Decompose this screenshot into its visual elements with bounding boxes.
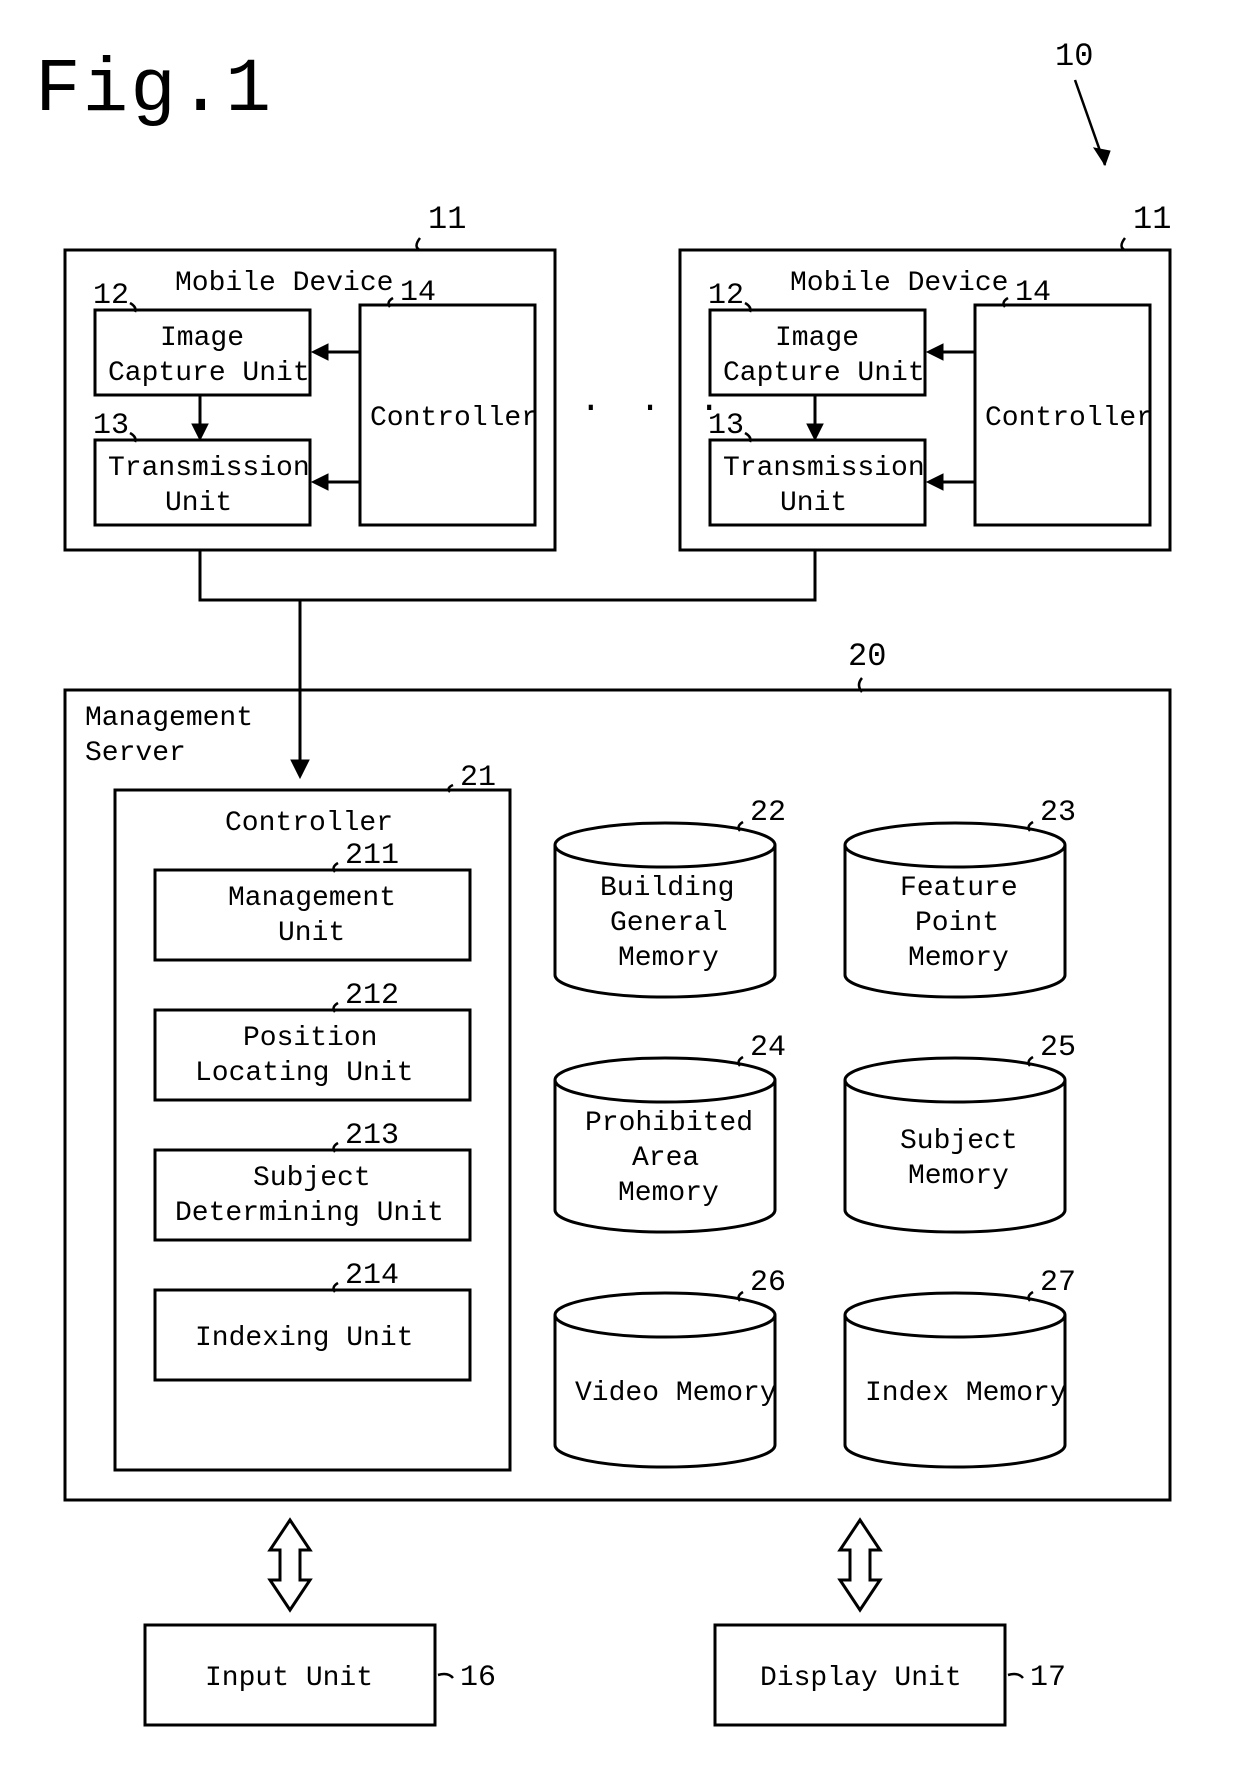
double-arrow-left	[270, 1520, 310, 1610]
db-building-l3: Memory	[618, 943, 719, 974]
ref-db-video: 26	[750, 1266, 786, 1300]
controller-mobile-label: Controller	[370, 403, 538, 434]
db-subject-l2: Memory	[908, 1161, 1009, 1192]
db-video-label: Video Memory	[575, 1378, 777, 1409]
db-prohibited-l2: Area	[632, 1143, 699, 1174]
db-subject: Subject Memory 25	[845, 1031, 1076, 1232]
db-building: Building General Memory 22	[555, 796, 786, 997]
position-locating-l1: Position	[243, 1023, 377, 1054]
db-feature-l1: Feature	[900, 873, 1018, 904]
management-server: Management Server 20 Controller 21 Manag…	[65, 638, 1170, 1500]
ref-transmission-right: 13	[708, 409, 744, 443]
db-prohibited: Prohibited Area Memory 24	[555, 1031, 786, 1232]
ref-image-capture-right: 12	[708, 279, 744, 313]
transmission-l1: Transmission	[108, 453, 310, 484]
ref-srv-controller: 21	[460, 761, 496, 795]
display-unit-label: Display Unit	[760, 1663, 962, 1694]
image-capture-l1: Image	[160, 323, 244, 354]
db-feature-l3: Memory	[908, 943, 1009, 974]
figure-label: Fig.1	[35, 47, 273, 133]
ellipsis: . . .	[580, 380, 728, 421]
ref-db-feature: 23	[1040, 796, 1076, 830]
ref-transmission-left: 13	[93, 409, 129, 443]
ref-db-prohibited: 24	[750, 1031, 786, 1065]
db-feature: Feature Point Memory 23	[845, 796, 1076, 997]
ref-controller-right: 14	[1015, 276, 1051, 310]
db-prohibited-l1: Prohibited	[585, 1108, 753, 1139]
transmission-l2: Unit	[165, 488, 232, 519]
ref-db-subject: 25	[1040, 1031, 1076, 1065]
ref-system: 10	[1055, 38, 1093, 75]
transmission-r-l2: Unit	[780, 488, 847, 519]
db-building-l1: Building	[600, 873, 734, 904]
ref-mobile-left: 11	[428, 201, 466, 238]
ref-mobile-right: 11	[1133, 201, 1171, 238]
double-arrow-right	[840, 1520, 880, 1610]
db-prohibited-l3: Memory	[618, 1178, 719, 1209]
ref-db-index: 27	[1040, 1266, 1076, 1300]
db-subject-l1: Subject	[900, 1126, 1018, 1157]
controller-mobile-r-label: Controller	[985, 403, 1153, 434]
ref-image-capture-left: 12	[93, 279, 129, 313]
srv-controller-label: Controller	[225, 808, 393, 839]
mobile-device-label-r: Mobile Device	[790, 268, 1008, 299]
ref-db-building: 22	[750, 796, 786, 830]
image-capture-r-l2: Capture Unit	[723, 358, 925, 389]
mgmt-server-l2: Server	[85, 738, 186, 769]
input-unit-label: Input Unit	[205, 1663, 373, 1694]
db-feature-l2: Point	[915, 908, 999, 939]
management-unit-l2: Unit	[278, 918, 345, 949]
ref-management-unit: 211	[345, 839, 399, 873]
mgmt-server-l1: Management	[85, 703, 253, 734]
subject-determining-l1: Subject	[253, 1163, 371, 1194]
db-index-label: Index Memory	[865, 1378, 1067, 1409]
ref-subject-determining: 213	[345, 1119, 399, 1153]
position-locating-l2: Locating Unit	[195, 1058, 413, 1089]
ref-indexing-unit: 214	[345, 1259, 399, 1293]
ref-input-unit: 16	[460, 1661, 496, 1695]
db-video: Video Memory 26	[555, 1266, 786, 1467]
mobile-device-label: Mobile Device	[175, 268, 393, 299]
management-unit-l1: Management	[228, 883, 396, 914]
indexing-unit-label: Indexing Unit	[195, 1323, 413, 1354]
mobile-device-right: Mobile Device 11 Image Capture Unit 12 T…	[680, 201, 1171, 550]
ref-controller-left: 14	[400, 276, 436, 310]
db-index: Index Memory 27	[845, 1266, 1076, 1467]
ref-mgmt-server: 20	[848, 638, 886, 675]
mobile-device-left: Mobile Device 11 Image Capture Unit 12 T…	[65, 201, 555, 550]
transmission-r-l1: Transmission	[723, 453, 925, 484]
ref-display-unit: 17	[1030, 1661, 1066, 1695]
ref-position-locating: 212	[345, 979, 399, 1013]
db-building-l2: General	[610, 908, 728, 939]
subject-determining-l2: Determining Unit	[175, 1198, 444, 1229]
image-capture-r-l1: Image	[775, 323, 859, 354]
image-capture-l2: Capture Unit	[108, 358, 310, 389]
